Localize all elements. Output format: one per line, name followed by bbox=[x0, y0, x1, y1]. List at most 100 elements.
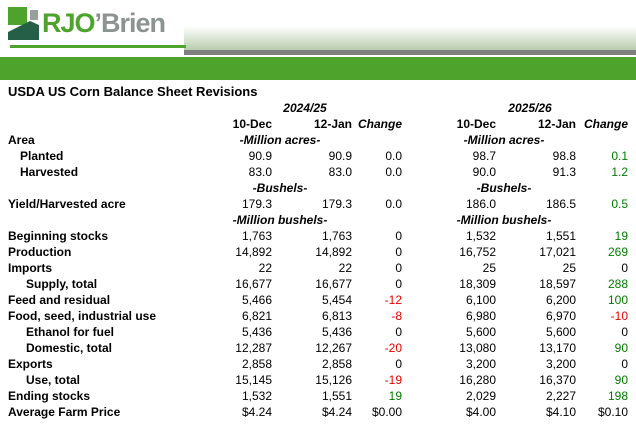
value-cell: 0.5 bbox=[611, 197, 628, 211]
value-cell: 90.9 bbox=[328, 149, 352, 163]
empty-cell bbox=[6, 100, 206, 116]
value-cell: 269 bbox=[607, 245, 628, 259]
col-header-10-dec: 10-Dec bbox=[232, 117, 272, 131]
value-cell: 0.1 bbox=[611, 149, 628, 163]
value-cell: 0 bbox=[395, 229, 402, 243]
empty-cell bbox=[354, 180, 404, 196]
value-cell: 90 bbox=[614, 341, 628, 355]
value-cell: 13,170 bbox=[539, 341, 576, 355]
spacer bbox=[404, 372, 430, 388]
row-label: Domestic, total bbox=[26, 341, 113, 355]
value-cell: 14,892 bbox=[235, 245, 272, 259]
spacer bbox=[404, 100, 430, 116]
value-cell: 0 bbox=[395, 325, 402, 339]
value-cell: 6,100 bbox=[465, 293, 496, 307]
banner-gray-bar bbox=[184, 50, 636, 55]
value-cell: 186.0 bbox=[465, 197, 496, 211]
value-cell: 0 bbox=[395, 277, 402, 291]
value-cell: 186.5 bbox=[545, 197, 576, 211]
value-cell: 15,145 bbox=[235, 373, 272, 387]
row-label: Imports bbox=[8, 261, 53, 275]
value-cell: 16,280 bbox=[459, 373, 496, 387]
value-cell: 5,600 bbox=[545, 325, 576, 339]
value-cell: 90.9 bbox=[248, 149, 272, 163]
balance-sheet-table: 2024/25 2025/26 10-Dec 12-Jan Change 10-… bbox=[6, 100, 630, 420]
col-header-12-jan: 12-Jan bbox=[313, 117, 352, 131]
banner-gradient-band bbox=[184, 26, 636, 50]
value-cell: 14,892 bbox=[315, 245, 352, 259]
value-cell: 1.2 bbox=[611, 165, 628, 179]
empty-cell bbox=[578, 132, 630, 148]
spacer bbox=[404, 260, 430, 276]
value-cell: 0 bbox=[395, 245, 402, 259]
spacer bbox=[404, 292, 430, 308]
units-label: -Million acres- bbox=[239, 133, 321, 147]
wordmark-green-text: RJO bbox=[42, 8, 96, 38]
empty-cell bbox=[354, 212, 404, 228]
value-cell: 5,454 bbox=[321, 293, 352, 307]
value-cell: 25 bbox=[482, 261, 496, 275]
col-header-10-dec: 10-Dec bbox=[456, 117, 496, 131]
spacer bbox=[404, 244, 430, 260]
table-row: Yield/Harvested acre 179.3 179.3 0.0 186.0 18… bbox=[6, 196, 630, 212]
spacer bbox=[404, 308, 430, 324]
spacer bbox=[404, 388, 430, 404]
row-label: Supply, total bbox=[26, 277, 98, 291]
rjobrien-logo-icon bbox=[8, 7, 39, 40]
table-row: Area -Million acres- -Million acres- bbox=[6, 132, 630, 148]
spacer bbox=[404, 196, 430, 212]
units-label: -Million acres- bbox=[463, 133, 545, 147]
value-cell: 198 bbox=[607, 389, 628, 403]
value-cell: 90.0 bbox=[472, 165, 496, 179]
spacer bbox=[404, 324, 430, 340]
spacer bbox=[404, 212, 430, 228]
value-cell: 15,126 bbox=[315, 373, 352, 387]
value-cell: 2,858 bbox=[321, 357, 352, 371]
value-cell: 6,821 bbox=[241, 309, 272, 323]
value-cell: 1,551 bbox=[321, 389, 352, 403]
row-label bbox=[6, 212, 206, 228]
table-row: Harvested 83.0 83.0 0.0 90.0 91.3 1.2 bbox=[6, 164, 630, 180]
col-header-change: Change bbox=[357, 117, 402, 131]
wordmark-gray-text: ’Brien bbox=[94, 8, 167, 38]
year-header-row: 2024/25 2025/26 bbox=[6, 100, 630, 116]
value-cell: 5,600 bbox=[465, 325, 496, 339]
table-row: -Bushels- -Bushels- bbox=[6, 180, 630, 196]
value-cell: 179.3 bbox=[321, 197, 352, 211]
spacer bbox=[404, 180, 430, 196]
value-cell: $4.10 bbox=[545, 405, 576, 419]
table-row: Ending stocks 1,532 1,551 19 2,029 2,227 198 bbox=[6, 388, 630, 404]
value-cell: 0 bbox=[395, 357, 402, 371]
units-label: -Million bushels- bbox=[232, 213, 328, 227]
value-cell: 0 bbox=[621, 261, 628, 275]
value-cell: 83.0 bbox=[328, 165, 352, 179]
value-cell: 1,763 bbox=[241, 229, 272, 243]
col-header-change: Change bbox=[583, 117, 628, 131]
value-cell: 1,551 bbox=[545, 229, 576, 243]
spacer bbox=[404, 356, 430, 372]
spacer bbox=[404, 164, 430, 180]
value-cell: 1,532 bbox=[465, 229, 496, 243]
value-cell: $4.24 bbox=[241, 405, 272, 419]
column-header-row: 10-Dec 12-Jan Change 10-Dec 12-Jan Chang… bbox=[6, 116, 630, 132]
page-title: USDA US Corn Balance Sheet Revisions bbox=[8, 84, 258, 99]
value-cell: 19 bbox=[614, 229, 628, 243]
banner: RJO’Brien bbox=[0, 0, 636, 80]
value-cell: 6,980 bbox=[465, 309, 496, 323]
table-row: Supply, total 16,677 16,677 0 18,309 18,597 28… bbox=[6, 276, 630, 292]
value-cell: 3,200 bbox=[465, 357, 496, 371]
spacer bbox=[404, 228, 430, 244]
value-cell: 18,309 bbox=[459, 277, 496, 291]
value-cell: 0.0 bbox=[385, 197, 402, 211]
value-cell: 0 bbox=[621, 325, 628, 339]
logo-underline bbox=[10, 45, 186, 48]
row-label: Area bbox=[8, 133, 35, 147]
row-label bbox=[6, 180, 206, 196]
value-cell: 6,970 bbox=[545, 309, 576, 323]
value-cell: 22 bbox=[258, 261, 272, 275]
table-row: Ethanol for fuel 5,436 5,436 0 5,600 5,600 0 bbox=[6, 324, 630, 340]
value-cell: 16,677 bbox=[235, 277, 272, 291]
value-cell: 0.0 bbox=[385, 149, 402, 163]
value-cell: 2,227 bbox=[545, 389, 576, 403]
table-row: Use, total 15,145 15,126 -19 16,280 16,370 90 bbox=[6, 372, 630, 388]
